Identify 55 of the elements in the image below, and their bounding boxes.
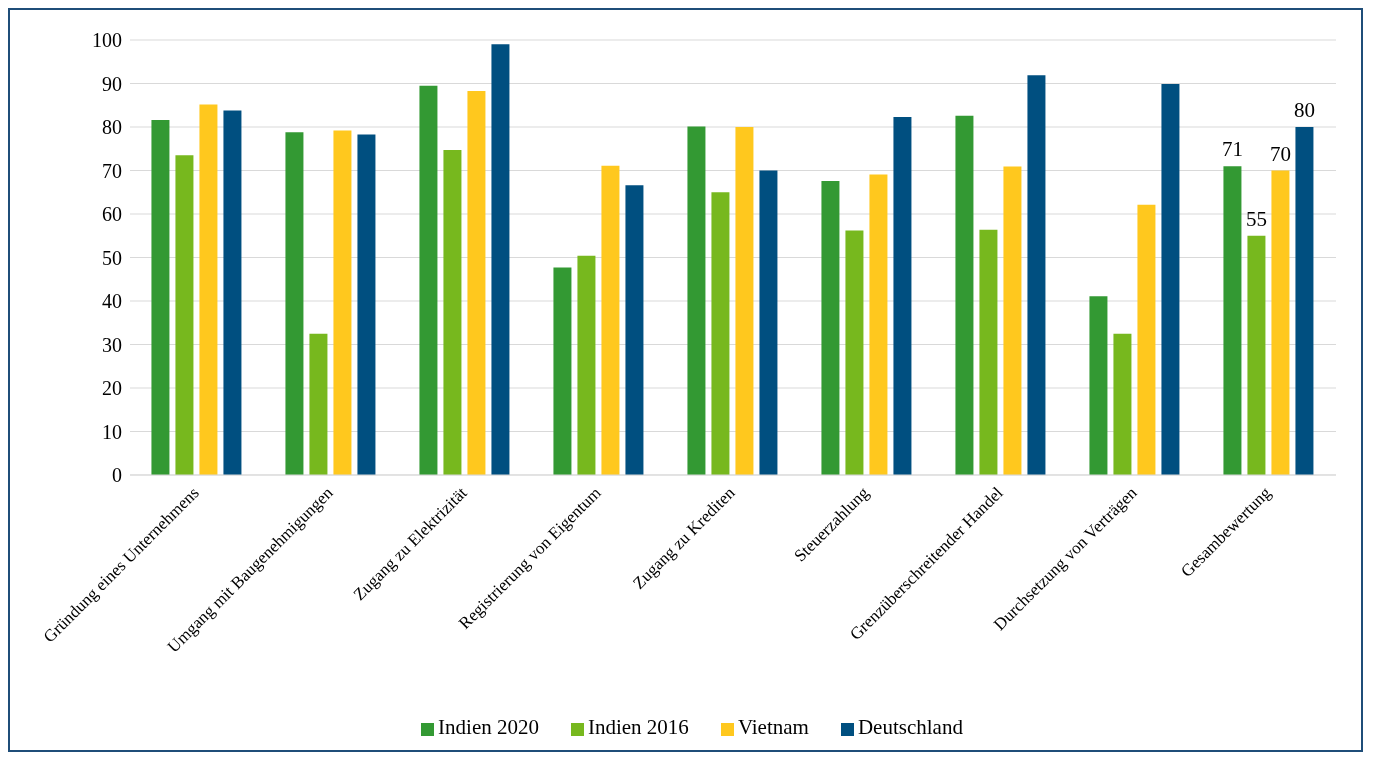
bar [893, 117, 912, 475]
bar [419, 85, 438, 475]
bar [1247, 235, 1266, 475]
bar [1271, 170, 1290, 475]
bar [443, 150, 462, 475]
bar [577, 255, 596, 475]
data-label: 55 [1245, 206, 1267, 231]
bar [735, 127, 754, 475]
y-tick-label: 70 [102, 159, 122, 182]
bar [1295, 127, 1314, 475]
y-tick-label: 20 [102, 377, 122, 400]
y-tick-label: 100 [92, 29, 122, 52]
y-tick-label: 80 [102, 116, 122, 139]
bar [491, 44, 510, 475]
bar [1113, 333, 1132, 475]
bar [467, 90, 486, 475]
bar [223, 110, 242, 475]
bar [1137, 204, 1156, 475]
bar [955, 115, 974, 475]
legend-label: Indien 2016 [587, 715, 689, 739]
bar [845, 230, 864, 475]
bar [759, 170, 778, 475]
legend-label: Indien 2020 [438, 715, 539, 739]
y-tick-label: 60 [102, 203, 122, 226]
bar [1089, 296, 1108, 475]
bar [357, 134, 376, 475]
data-label: 70 [1269, 141, 1291, 166]
bar [151, 120, 170, 475]
bar [625, 185, 644, 475]
legend-label: Vietnam [737, 715, 809, 739]
bar [869, 174, 888, 475]
bar [711, 192, 730, 475]
bar [1027, 75, 1046, 475]
bar [175, 155, 194, 475]
data-label: 80 [1293, 98, 1315, 122]
bar [687, 126, 706, 475]
bar [199, 104, 218, 475]
bar [1223, 166, 1242, 475]
bar [1161, 83, 1180, 475]
bar [285, 132, 304, 475]
bar [309, 333, 328, 475]
bar [979, 229, 998, 475]
bar [601, 165, 620, 475]
y-tick-label: 90 [102, 72, 122, 95]
bar [333, 130, 352, 475]
bar [821, 180, 840, 475]
data-label: 71 [1221, 137, 1243, 162]
bar [1003, 166, 1022, 475]
bar [553, 267, 572, 475]
y-tick-label: 10 [102, 420, 122, 443]
y-tick-label: 40 [102, 290, 122, 313]
y-tick-label: 50 [102, 246, 122, 269]
legend-label: Deutschland [857, 715, 963, 739]
y-tick-label: 30 [102, 333, 122, 356]
y-tick-label: 0 [112, 464, 122, 487]
